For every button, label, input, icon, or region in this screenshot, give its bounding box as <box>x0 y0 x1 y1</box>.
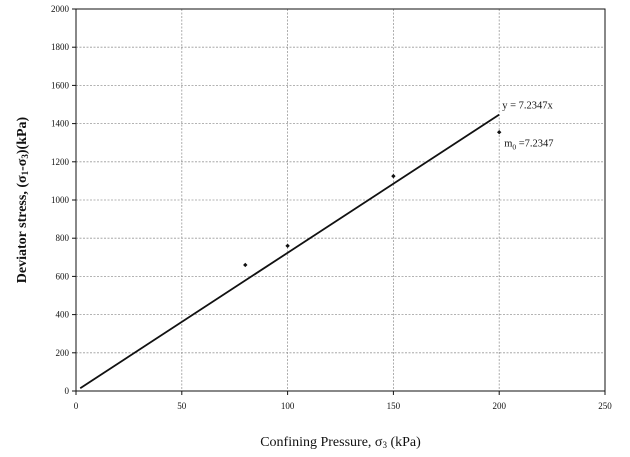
y-tick-label: 600 <box>56 271 70 281</box>
y-axis-title-sub2: 3 <box>20 154 30 159</box>
y-tick-label: 1600 <box>51 80 70 90</box>
y-tick-label: 1400 <box>51 119 70 129</box>
data-point <box>243 262 248 268</box>
points-layer <box>243 129 502 268</box>
x-axis-title: Confining Pressure, σ3 (kPa) <box>260 435 421 450</box>
y-axis-title-mid: -σ <box>15 158 30 171</box>
y-tick-label: 2000 <box>51 4 70 14</box>
m0-value: =7.2347 <box>516 139 553 150</box>
x-axis-title-main: Confining Pressure, σ <box>260 435 383 450</box>
y-tick-label: 0 <box>65 386 70 396</box>
x-tick-label: 50 <box>177 401 187 411</box>
m0-label: m0 =7.2347 <box>504 139 553 152</box>
y-axis-title-unit: )(kPa) <box>15 116 30 154</box>
x-axis-title-sub: 3 <box>382 440 387 450</box>
y-tick-label: 200 <box>56 348 70 358</box>
y-tick-label: 400 <box>56 310 70 320</box>
y-axis-title-sub1: 1 <box>20 170 30 175</box>
m0-subscript: 0 <box>512 143 516 152</box>
equation-label: y = 7.2347x <box>502 101 553 112</box>
m0-prefix: m <box>504 139 512 150</box>
x-tick-label: 150 <box>387 401 401 411</box>
data-point <box>285 243 290 249</box>
x-axis-title-unit: (kPa) <box>387 435 421 450</box>
trendline <box>79 113 500 389</box>
y-tick-label: 1800 <box>51 42 70 52</box>
grid-layer <box>76 9 605 391</box>
y-axis-title: Deviator stress, (σ1-σ3)(kPa) <box>15 116 30 283</box>
y-tick-label: 800 <box>56 233 70 243</box>
data-point <box>497 129 502 135</box>
x-tick-label: 0 <box>74 401 79 411</box>
x-tick-label: 250 <box>598 401 612 411</box>
data-point <box>391 173 396 179</box>
y-tick-label: 1000 <box>51 195 70 205</box>
x-tick-label: 200 <box>492 401 506 411</box>
x-tick-label: 100 <box>281 401 295 411</box>
y-axis-title-main: Deviator stress, (σ <box>15 175 30 283</box>
y-tick-label: 1200 <box>51 157 70 167</box>
